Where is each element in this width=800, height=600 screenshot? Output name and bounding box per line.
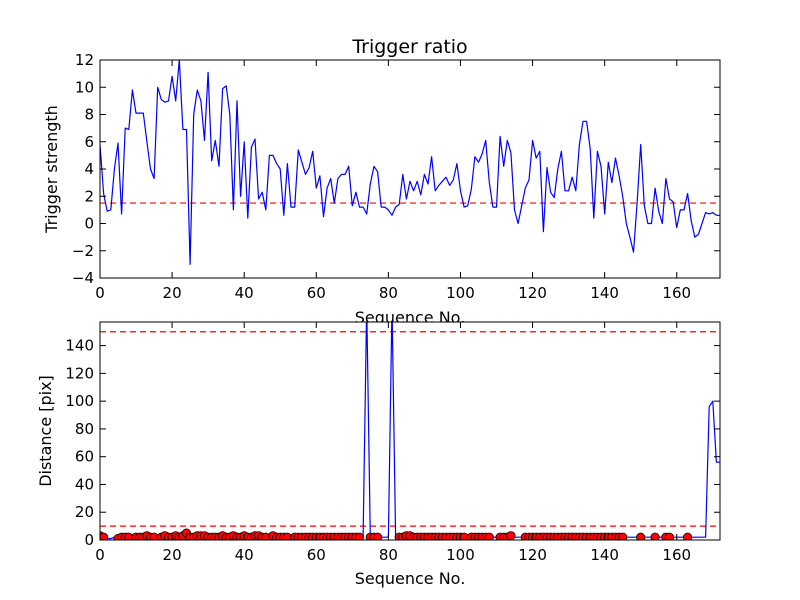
top-y-tick-label: 6 — [84, 133, 94, 151]
bottom-x-tick-label: 100 — [446, 546, 475, 564]
bottom-y-tick-label: 20 — [75, 503, 94, 521]
bottom-y-tick-label: 0 — [84, 531, 94, 549]
bottom-marker-point — [373, 532, 383, 540]
bottom-y-tick-label: 40 — [75, 475, 94, 493]
top-series-group — [100, 60, 720, 265]
top-y-tick-label: 2 — [84, 187, 94, 205]
bottom-x-axis: 0 20 40 60 80 100 120 140 160 — [95, 322, 691, 564]
bottom-y-tick-label: 100 — [65, 392, 94, 410]
top-y-tick-label: 8 — [84, 106, 94, 124]
top-x-tick-label: 80 — [379, 284, 398, 302]
bottom-x-tick-label: 80 — [379, 546, 398, 564]
bottom-marker-point — [354, 532, 365, 540]
bottom-x-tick-label: 120 — [518, 546, 547, 564]
bottom-y-axis: 0 20 40 60 80 100 120 140 — [65, 337, 720, 549]
top-x-tick-label: 60 — [307, 284, 326, 302]
top-x-tick-label: 160 — [662, 284, 691, 302]
bottom-plot-area — [100, 322, 720, 540]
top-chart-title: Trigger ratio — [351, 36, 467, 58]
top-y-axis-label: Trigger strength — [42, 105, 61, 234]
bottom-x-tick-label: 60 — [307, 546, 326, 564]
bottom-chart: 0 20 40 60 80 100 120 140 160 0 20 40 60 80 100 120 140… — [36, 321, 721, 588]
bottom-y-tick-label: 60 — [75, 448, 94, 466]
bottom-x-tick-label: 160 — [662, 546, 691, 564]
top-y-tick-label: 10 — [75, 78, 94, 96]
bottom-marker-point — [484, 532, 494, 540]
top-y-axis: −4 −2 0 2 4 6 8 10 12 — [72, 51, 720, 287]
bottom-threshold-lines — [100, 331, 720, 527]
bottom-marker-point — [618, 532, 628, 540]
bottom-x-tick-label: 0 — [95, 546, 105, 564]
bottom-marker-point — [100, 532, 109, 540]
bottom-marker-point — [683, 532, 693, 540]
bottom-y-axis-label: Distance [pix] — [36, 375, 55, 487]
bottom-x-tick-label: 20 — [163, 546, 182, 564]
top-y-tick-label: 12 — [75, 51, 94, 69]
top-x-tick-label: 140 — [590, 284, 619, 302]
top-y-tick-label: 4 — [84, 160, 94, 178]
bottom-x-axis-label: Sequence No. — [355, 569, 466, 588]
top-x-axis: 0 20 40 60 80 100 120 140 160 — [95, 60, 691, 302]
top-y-tick-label: −2 — [72, 242, 94, 260]
bottom-y-tick-label: 140 — [65, 337, 94, 355]
top-x-tick-label: 120 — [518, 284, 547, 302]
bottom-plot-frame — [99, 321, 721, 541]
bottom-marker-point — [636, 532, 646, 540]
bottom-x-tick-label: 140 — [590, 546, 619, 564]
bottom-marker-point — [664, 532, 675, 540]
bottom-marker-point — [506, 531, 516, 540]
top-x-tick-label: 20 — [163, 284, 182, 302]
bottom-marker-point — [650, 532, 660, 540]
top-series-line-0 — [100, 60, 720, 265]
top-y-tick-label: −4 — [72, 269, 94, 287]
top-plot-area — [100, 60, 720, 278]
top-x-tick-label: 0 — [95, 284, 105, 302]
bottom-marker-group — [100, 528, 693, 540]
top-y-tick-label: 0 — [84, 215, 94, 233]
bottom-y-tick-label: 120 — [65, 364, 94, 382]
bottom-y-tick-label: 80 — [75, 420, 94, 438]
bottom-x-tick-label: 40 — [235, 546, 254, 564]
top-x-tick-label: 100 — [446, 284, 475, 302]
top-x-tick-label: 40 — [235, 284, 254, 302]
